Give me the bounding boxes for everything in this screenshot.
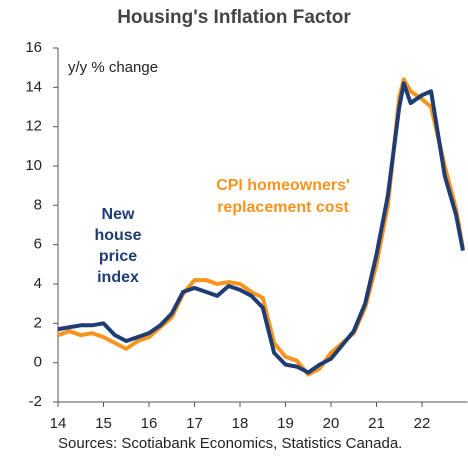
annotation: house xyxy=(94,227,141,244)
x-tick-label: 22 xyxy=(414,415,431,432)
y-tick-label: 10 xyxy=(25,157,42,174)
annotation: New xyxy=(102,206,135,223)
x-tick-label: 19 xyxy=(277,415,294,432)
y-tick-label: 2 xyxy=(34,314,42,331)
x-tick-label: 20 xyxy=(323,415,340,432)
y-tick-label: -2 xyxy=(29,393,42,410)
annotation: CPI homeowners' xyxy=(216,177,350,194)
x-tick-label: 17 xyxy=(186,415,203,432)
y-tick-label: 12 xyxy=(25,118,42,135)
annotation: price xyxy=(99,248,137,265)
y-tick-label: 4 xyxy=(34,275,42,292)
annotation: index xyxy=(97,269,139,286)
x-tick-label: 18 xyxy=(232,415,249,432)
x-tick-label: 21 xyxy=(368,415,385,432)
y-tick-label: 14 xyxy=(25,78,42,95)
x-tick-label: 15 xyxy=(95,415,112,432)
y-axis-label: y/y % change xyxy=(68,59,158,76)
x-tick-label: 14 xyxy=(50,415,67,432)
series-line xyxy=(57,81,465,375)
source-note: Sources: Scotiabank Economics, Statistic… xyxy=(58,435,403,452)
annotation: replacement cost xyxy=(217,199,349,216)
y-tick-label: 8 xyxy=(34,196,42,213)
x-tick-label: 16 xyxy=(141,415,158,432)
y-tick-label: 16 xyxy=(25,39,42,56)
chart-title: Housing's Inflation Factor xyxy=(117,7,351,28)
y-tick-label: 6 xyxy=(34,236,42,253)
y-tick-label: 0 xyxy=(34,354,42,371)
